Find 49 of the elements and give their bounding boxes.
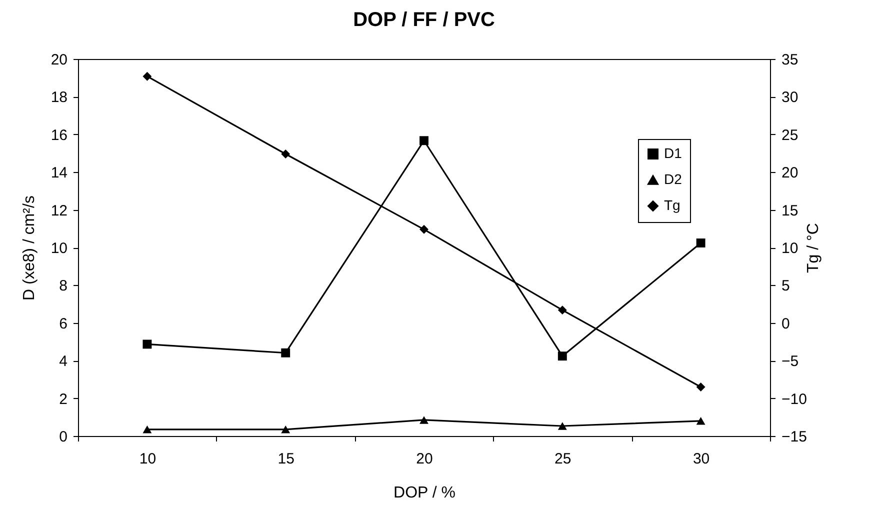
y2-tick-label: 0 <box>782 315 790 332</box>
x-tick-label: 30 <box>692 450 710 468</box>
y-tick-label: 2 <box>59 390 68 408</box>
y-tick-label: 6 <box>59 315 68 332</box>
y-tick-label: 8 <box>59 278 68 295</box>
x-tick-label: 20 <box>416 450 433 468</box>
x-tick-label: 25 <box>554 450 572 468</box>
point <box>696 382 706 392</box>
x-axis-title: DOP / % <box>394 484 456 502</box>
point <box>420 416 428 424</box>
point <box>142 426 152 434</box>
y-tick-label: 10 <box>50 240 68 257</box>
y2-tick-label: 25 <box>782 126 798 144</box>
y2-tick-label: 10 <box>782 240 798 257</box>
legend-label: D2 <box>664 171 682 187</box>
y-tick-label: 4 <box>59 353 68 370</box>
y-tick-label: 18 <box>50 89 68 106</box>
chart-title: DOP / FF / PVC <box>353 9 495 31</box>
y-tick-label: 14 <box>50 164 68 182</box>
y2-tick-label: 15 <box>782 202 798 220</box>
y2-tick-label: 30 <box>782 89 798 106</box>
point <box>420 136 428 146</box>
y-tick-label: 0 <box>59 428 68 446</box>
point <box>558 306 567 315</box>
y-axis-title: D (xe8) / cm²/s <box>20 196 38 300</box>
point <box>558 422 567 430</box>
point <box>696 238 706 248</box>
y2-axis-title: Tg / °C <box>804 223 822 273</box>
y2-tick-label: 20 <box>782 164 798 182</box>
y-tick-label: 16 <box>50 126 68 144</box>
point <box>558 352 567 361</box>
point <box>696 417 706 425</box>
legend-label: Tg <box>664 197 680 213</box>
legend-label: D1 <box>664 145 682 161</box>
y2-tick-label: 35 <box>782 52 798 68</box>
point <box>281 348 290 358</box>
point <box>281 150 290 158</box>
y2-tick-label: −10 <box>782 390 807 408</box>
y-tick-label: 12 <box>50 202 68 220</box>
point <box>142 72 152 81</box>
point <box>420 224 428 234</box>
point <box>142 340 152 349</box>
y2-tick-label: −5 <box>782 353 799 370</box>
point <box>281 426 290 434</box>
y2-tick-label: −15 <box>782 428 807 446</box>
x-tick-label: 15 <box>278 450 294 468</box>
y2-tick-label: 5 <box>782 278 790 295</box>
y-tick-label: 20 <box>50 52 68 68</box>
x-tick-label: 10 <box>139 450 156 468</box>
